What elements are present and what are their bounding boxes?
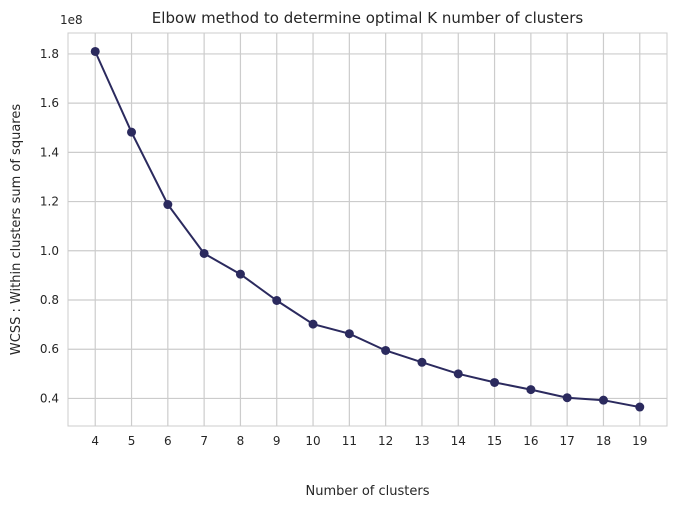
y-axis-ticks: 0.4 0.6 0.8 1.0 1.2 1.4 1.6 1.8 (40, 47, 59, 406)
data-point (562, 393, 572, 403)
x-tick-label: 11 (342, 434, 357, 448)
x-tick-label: 13 (414, 434, 429, 448)
x-tick-label: 7 (200, 434, 208, 448)
data-point (272, 295, 282, 305)
x-axis-ticks: 4 5 6 7 8 9 10 11 12 13 14 15 16 17 18 19 (91, 434, 647, 448)
x-tick-label: 4 (91, 434, 99, 448)
x-gridlines (94, 33, 641, 426)
x-tick-label: 10 (305, 434, 320, 448)
data-point (526, 385, 536, 395)
y-tick-label: 1.6 (40, 96, 59, 110)
x-tick-label: 19 (632, 434, 647, 448)
x-axis-label: Number of clusters (305, 484, 429, 499)
y-tick-label: 1.8 (40, 47, 59, 61)
data-point (417, 357, 427, 367)
data-point (598, 395, 608, 405)
data-point (308, 319, 318, 329)
y-tick-label: 0.4 (40, 391, 59, 405)
data-point (127, 127, 137, 137)
x-tick-label: 5 (128, 434, 136, 448)
x-tick-label: 18 (596, 434, 611, 448)
data-point (199, 248, 209, 258)
plot-background (68, 33, 667, 426)
data-point (453, 369, 463, 379)
data-point (163, 200, 173, 210)
chart-title: Elbow method to determine optimal K numb… (152, 9, 584, 27)
x-tick-label: 9 (273, 434, 281, 448)
y-tick-label: 1.0 (40, 244, 59, 258)
y-axis-offset-label: 1e8 (60, 13, 83, 27)
x-tick-label: 14 (451, 434, 466, 448)
data-point (635, 402, 645, 412)
wcss-series-line (94, 51, 640, 409)
x-tick-label: 16 (523, 434, 538, 448)
wcss-series-points (90, 46, 645, 412)
y-tick-label: 0.6 (40, 342, 59, 356)
x-tick-label: 17 (560, 434, 575, 448)
x-tick-label: 8 (237, 434, 245, 448)
data-point (381, 345, 391, 355)
y-tick-label: 0.8 (40, 293, 59, 307)
data-point (490, 377, 500, 387)
data-point (235, 269, 245, 279)
x-tick-label: 12 (378, 434, 393, 448)
x-tick-label: 15 (487, 434, 502, 448)
data-point (90, 46, 100, 56)
x-tick-label: 6 (164, 434, 172, 448)
y-tick-label: 1.4 (40, 145, 59, 159)
data-point (344, 329, 354, 339)
plot-frame (67, 32, 668, 427)
y-tick-label: 1.2 (40, 195, 59, 209)
y-axis-label: WCSS : Within clusters sum of squares (9, 104, 24, 355)
